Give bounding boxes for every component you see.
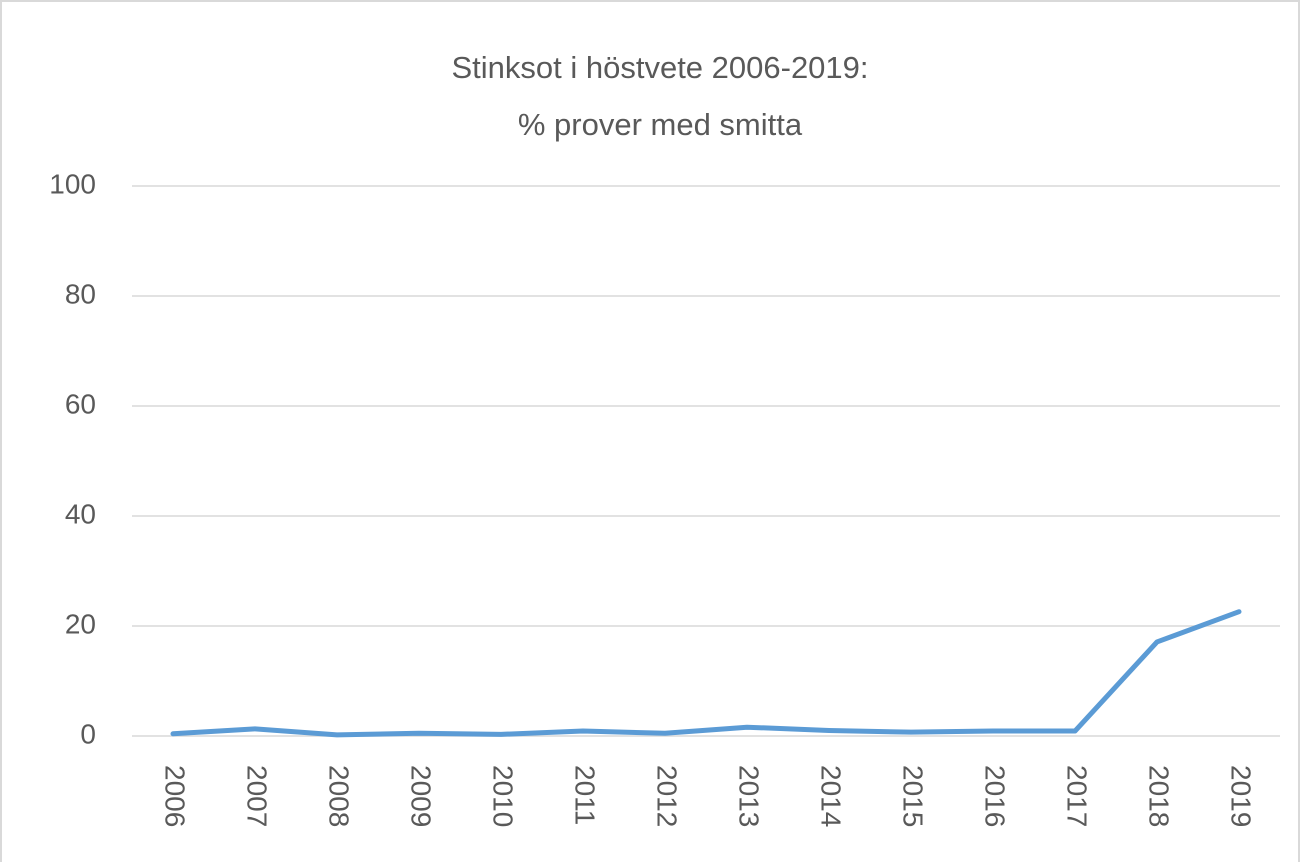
x-tick-label: 2011 — [570, 765, 601, 825]
y-tick-label: 100 — [49, 168, 96, 199]
x-tick-label: 2019 — [1226, 765, 1257, 827]
chart-title: Stinksot i höstvete 2006-2019: — [451, 50, 868, 85]
y-tick-label: 80 — [65, 278, 96, 309]
x-tick-label: 2012 — [652, 765, 683, 827]
y-tick-label: 40 — [65, 498, 96, 529]
y-tick-label: 0 — [80, 718, 96, 749]
y-tick-label: 60 — [65, 388, 96, 419]
x-tick-label: 2018 — [1144, 765, 1175, 827]
line-series — [170, 609, 1242, 738]
x-tick-label: 2017 — [1062, 765, 1093, 827]
x-tick-label: 2010 — [488, 765, 519, 827]
x-tick-label: 2016 — [980, 765, 1011, 827]
chart-subtitle: % prover med smitta — [518, 107, 803, 142]
x-tick-label: 2015 — [898, 765, 929, 827]
x-tick-label: 2007 — [242, 765, 273, 827]
x-tick-label: 2013 — [734, 765, 765, 827]
x-tick-label: 2014 — [816, 765, 847, 827]
x-tick-label: 2009 — [406, 765, 437, 827]
x-tick-label: 2008 — [324, 765, 355, 827]
y-tick-label: 20 — [65, 608, 96, 639]
x-tick-label: 2006 — [160, 765, 191, 827]
